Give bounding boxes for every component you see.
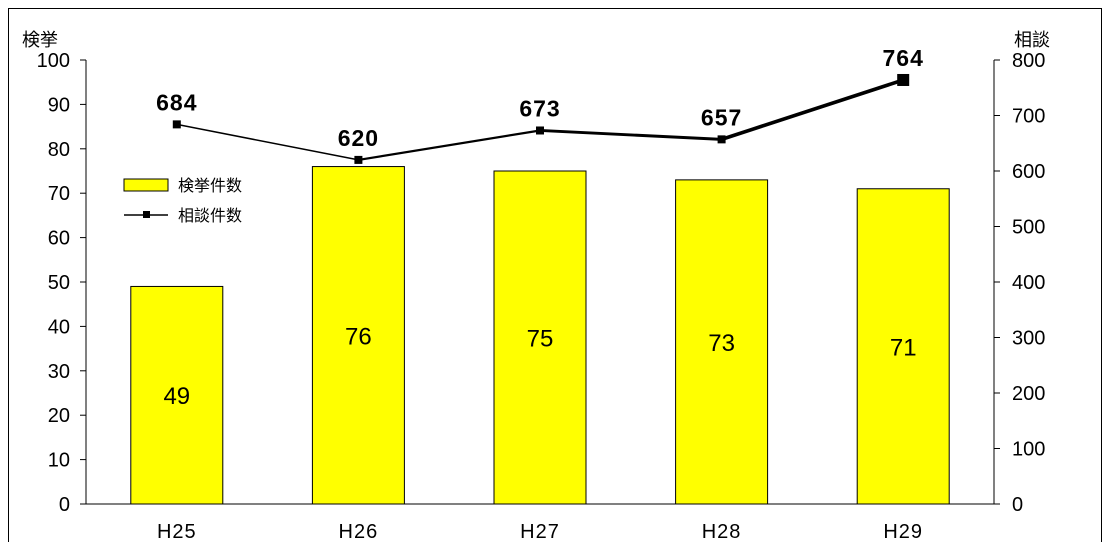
bar [675, 179, 769, 505]
y-right-tick-label: 400 [1012, 272, 1045, 294]
bar-series: 49 76 75 73 71 [130, 166, 950, 505]
y-left-tick-label: 40 [48, 316, 70, 338]
y-right-tick-label: 200 [1012, 383, 1045, 405]
line-point [354, 155, 363, 164]
line-point [897, 73, 910, 86]
y-left-tick-label: 10 [48, 450, 70, 472]
legend: 検挙件数 相談件数 [118, 164, 288, 232]
y-left-tick-label: 60 [48, 228, 70, 250]
line-point [717, 135, 726, 144]
line-segment [721, 78, 904, 142]
bar-data-label: 49 [163, 383, 190, 410]
legend-entry-bar: 検挙件数 [178, 176, 242, 195]
bar [856, 188, 950, 505]
x-tick-label: H25 [157, 521, 197, 543]
line-data-label: 620 [338, 125, 379, 151]
y-right-tick-label: 0 [1012, 494, 1023, 516]
y-right-tick-label: 600 [1012, 161, 1045, 183]
line-point [172, 120, 181, 129]
y-left-axis-title: 検挙 [22, 30, 58, 51]
x-tick-label: H27 [520, 521, 560, 543]
line-point [536, 126, 544, 135]
y-left-ticks: 0 10 20 30 40 50 60 70 80 90 100 [37, 50, 86, 516]
y-left-tick-label: 80 [48, 139, 70, 161]
line-segment [176, 123, 359, 161]
y-right-tick-label: 100 [1012, 439, 1045, 461]
line-data-label: 657 [701, 104, 742, 130]
legend-bar-swatch [123, 178, 169, 192]
y-right-tick-label: 800 [1012, 50, 1045, 72]
bar [130, 285, 224, 505]
bar-data-label: 76 [345, 323, 372, 350]
line-data-label: 764 [883, 45, 924, 71]
y-left-tick-label: 50 [48, 272, 70, 294]
bar [493, 170, 587, 505]
line-segment [539, 129, 722, 141]
bar-data-label: 71 [890, 334, 917, 361]
y-right-tick-label: 300 [1012, 328, 1045, 350]
y-right-ticks: 0 100 200 300 400 500 600 700 800 [994, 50, 1045, 516]
y-left-tick-label: 100 [37, 50, 70, 72]
bar-data-label: 73 [708, 330, 735, 357]
legend-line-marker [143, 211, 150, 218]
bar-data-label: 75 [527, 326, 554, 353]
y-left-tick-label: 0 [59, 494, 70, 516]
y-left-tick-label: 30 [48, 361, 70, 383]
x-tick-label: H29 [883, 521, 923, 543]
y-right-tick-label: 700 [1012, 106, 1045, 128]
legend-entry-line: 相談件数 [178, 206, 242, 225]
legend-box [118, 164, 288, 232]
line-series: 684 620 673 657 764 [156, 45, 924, 164]
y-left-tick-label: 70 [48, 183, 70, 205]
y-right-tick-label: 500 [1012, 217, 1045, 239]
line-data-label: 684 [156, 89, 197, 115]
category-labels: H25 H26 H27 H28 H29 [157, 521, 923, 543]
y-right-axis-title: 相談 [1014, 30, 1050, 51]
bar [311, 166, 405, 505]
x-tick-label: H26 [339, 521, 379, 543]
line-data-label: 673 [519, 95, 560, 121]
x-tick-label: H28 [702, 521, 742, 543]
chart-frame [8, 8, 1102, 542]
line-segment [358, 129, 541, 161]
y-left-tick-label: 90 [48, 94, 70, 116]
y-left-tick-label: 20 [48, 405, 70, 427]
